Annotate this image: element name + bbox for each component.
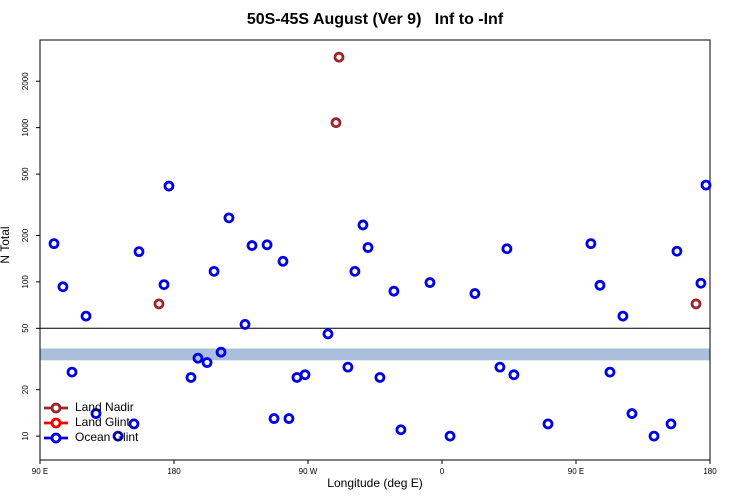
y-tick-label: 1000 [21,118,30,136]
data-point [163,180,175,192]
y-tick-label: 2000 [21,72,30,90]
data-point [700,179,712,191]
data-point [133,246,145,258]
x-tick-label: 90 E [32,467,48,476]
data-point [201,357,213,368]
data-point [695,277,707,289]
data-point [246,240,258,251]
data-point [444,430,456,442]
data-point [501,243,513,255]
data-point [671,245,683,257]
data-point [185,372,197,383]
data-point [57,281,69,293]
y-tick-label: 100 [21,275,30,289]
data-point [617,310,629,322]
data-point [158,279,170,291]
data-point [690,298,702,310]
x-tick-label: 180 [703,467,717,476]
data-point [542,418,554,430]
data-point [90,408,102,419]
plot-frame [39,39,711,461]
data-point [333,51,345,63]
data-point [594,279,606,291]
chart-title: 50S-45S August (Ver 9) Inf to -Inf [247,11,504,28]
data-point [362,242,374,253]
shaded-band [40,348,710,361]
y-tick-label: 500 [21,167,30,181]
data-point [192,352,204,364]
data-point [208,265,220,277]
data-point [648,430,660,442]
data-point [223,212,235,224]
data-point [357,219,369,231]
data-point [66,366,78,378]
data-point [424,277,436,288]
x-tick-label: 90 W [299,467,318,476]
data-point [626,408,638,419]
legend-marker [50,432,62,444]
legend-label: Ocean Glint [75,430,139,444]
data-point [585,238,597,250]
data-point [604,366,616,378]
y-axis-label: N Total [0,226,12,263]
data-point [349,265,361,277]
data-point [283,413,295,424]
data-point [330,117,342,129]
data-point [239,318,251,330]
data-point [268,413,280,424]
y-tick-label: 20 [21,385,30,394]
data-point [128,418,140,430]
data-point [374,372,386,383]
data-point [153,298,165,310]
y-tick-label: 10 [21,431,30,440]
data-point [80,310,92,322]
x-tick-label: 0 [440,467,445,476]
x-axis-label: Longitude (deg E) [327,476,422,490]
data-point [48,238,60,250]
y-tick-label: 200 [21,228,30,242]
legend-label: Land Nadir [75,400,134,414]
legend-marker [50,402,62,414]
data-point [112,430,124,442]
data-point [277,255,289,267]
data-point [299,369,311,381]
data-point [342,361,354,373]
data-point [388,285,400,297]
data-point [494,361,506,373]
data-point [665,418,677,430]
legend-label: Land Glint [75,415,130,429]
data-point [469,288,481,299]
data-point [508,369,520,381]
data-point [261,239,273,251]
y-tick-label: 50 [21,323,30,332]
x-tick-label: 180 [167,467,181,476]
data-point [215,346,227,358]
data-point [322,328,334,340]
data-point [395,424,407,436]
legend-marker [50,417,62,429]
x-tick-label: 90 E [568,467,584,476]
